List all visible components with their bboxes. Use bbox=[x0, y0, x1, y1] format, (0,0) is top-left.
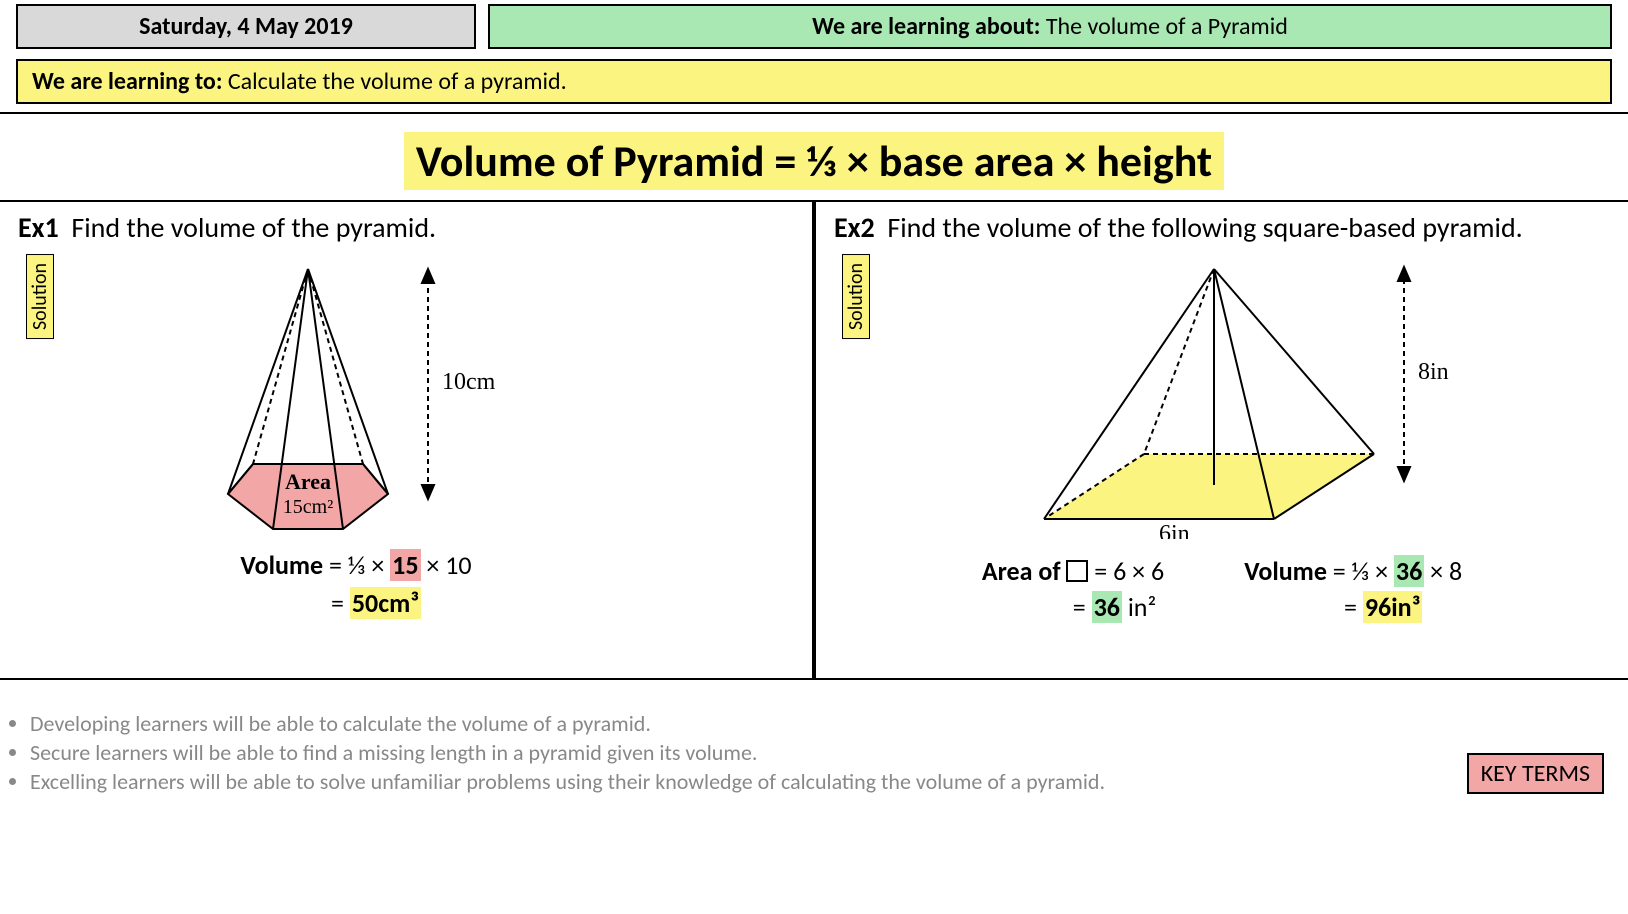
learning-outcomes: Developing learners will be able to calc… bbox=[0, 702, 1628, 803]
learning-to-label: We are learning to: bbox=[32, 67, 222, 96]
ex2-vol-eq: = bbox=[1344, 591, 1363, 623]
ex1-calc-line2: = 50cm³ bbox=[0, 587, 794, 619]
bullet-excelling: Excelling learners will be able to solve… bbox=[30, 768, 1598, 795]
formula-text: Volume of Pyramid = ⅓ × base area × heig… bbox=[404, 132, 1224, 190]
ex2-area-eq: = bbox=[1073, 591, 1092, 623]
learning-to-text: Calculate the volume of a pyramid. bbox=[222, 67, 566, 96]
ex1-eq: = bbox=[331, 587, 350, 619]
solution-tag-2[interactable]: Solution bbox=[842, 254, 870, 339]
solution-tag-1[interactable]: Solution bbox=[26, 254, 54, 339]
ex2-vol-hl: 36 bbox=[1394, 555, 1424, 587]
ex1-volume-label: Volume bbox=[240, 549, 323, 581]
formula: Volume of Pyramid = ⅓ × base area × heig… bbox=[0, 134, 1628, 188]
ex2-label: Ex2 bbox=[834, 210, 875, 245]
svg-text:10cm: 10cm bbox=[442, 369, 496, 395]
ex1-label: Ex1 bbox=[18, 210, 59, 245]
ex2-area-unit: in² bbox=[1122, 591, 1156, 623]
ex1-calc-line1: Volume = ⅓ × 15 × 10 bbox=[0, 549, 794, 581]
ex1-answer: 50cm³ bbox=[350, 587, 421, 619]
learning-about-text: The volume of a Pyramid bbox=[1040, 12, 1287, 41]
date-box: Saturday, 4 May 2019 bbox=[16, 4, 476, 49]
svg-text:Area: Area bbox=[285, 469, 331, 494]
ex2-vol-label: Volume bbox=[1244, 555, 1327, 587]
ex2-diagram: 6in 8in bbox=[914, 249, 1610, 549]
ex2-area-val: 36 bbox=[1092, 591, 1122, 623]
learning-to-box: We are learning to: Calculate the volume… bbox=[16, 59, 1612, 104]
example-1: Ex1 Find the volume of the pyramid. Solu… bbox=[0, 202, 816, 678]
bullet-secure: Secure learners will be able to find a m… bbox=[30, 739, 1598, 766]
example-2: Ex2 Find the volume of the following squ… bbox=[816, 202, 1628, 678]
square-icon bbox=[1066, 560, 1088, 582]
svg-text:15cm²: 15cm² bbox=[283, 496, 333, 518]
learning-about-label: We are learning about: bbox=[812, 12, 1040, 41]
svg-text:6in: 6in bbox=[1159, 521, 1190, 539]
ex1-prompt: Find the volume of the pyramid. bbox=[71, 210, 436, 245]
ex2-calcs: Area of = 6 × 6 = 36 in² Volume = ⅓ × 36… bbox=[834, 555, 1610, 623]
svg-text:8in: 8in bbox=[1418, 359, 1449, 385]
ex2-prompt: Find the volume of the following square-… bbox=[887, 210, 1522, 245]
ex1-calc-part2: × 10 bbox=[421, 549, 472, 581]
ex1-diagram: Area 15cm² 10cm bbox=[98, 249, 794, 549]
learning-about-box: We are learning about: The volume of a P… bbox=[488, 4, 1612, 49]
bullet-developing: Developing learners will be able to calc… bbox=[30, 710, 1598, 737]
ex2-vol-mid1: = ⅓ × bbox=[1327, 555, 1394, 587]
ex2-area-label: Area of bbox=[982, 555, 1067, 587]
ex2-answer: 96in³ bbox=[1363, 591, 1422, 623]
ex1-calc-hl: 15 bbox=[390, 549, 420, 581]
ex1-calc-part1: = ⅓ × bbox=[323, 549, 390, 581]
ex2-area-mid: = 6 × 6 bbox=[1088, 555, 1164, 587]
ex2-vol-mid2: × 8 bbox=[1424, 555, 1462, 587]
key-terms-button[interactable]: KEY TERMS bbox=[1467, 753, 1604, 794]
